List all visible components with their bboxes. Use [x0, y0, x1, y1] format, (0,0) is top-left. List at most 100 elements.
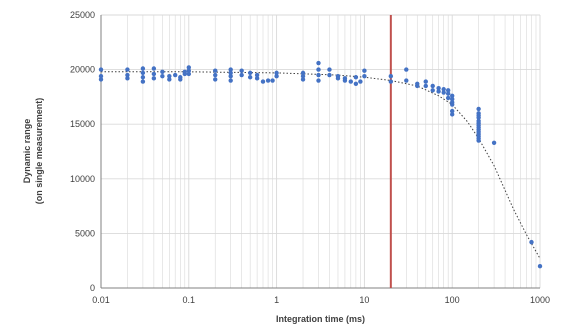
data-point: [167, 77, 172, 82]
data-point: [450, 96, 455, 102]
data-point: [228, 73, 233, 79]
data-point: [213, 68, 218, 73]
data-point: [239, 68, 244, 73]
trendline-path: [101, 71, 541, 259]
data-point: [151, 71, 157, 77]
data-point: [160, 69, 165, 74]
data-point: [537, 263, 543, 269]
data-point: [213, 77, 218, 82]
data-point: [239, 72, 244, 78]
data-point: [98, 67, 104, 72]
data-point: [274, 73, 279, 79]
data-point: [125, 76, 130, 81]
data-point: [450, 108, 455, 114]
data-point: [430, 88, 435, 93]
data-point: [436, 89, 441, 94]
data-point: [160, 73, 165, 79]
data-point: [476, 106, 481, 112]
data-point: [445, 88, 451, 93]
data-point: [228, 67, 233, 72]
x-tick-label: 0.01: [92, 295, 110, 305]
data-point: [254, 72, 260, 78]
data-point: [353, 75, 359, 80]
data-point: [300, 73, 306, 79]
data-point: [140, 79, 146, 84]
data-point: [140, 66, 146, 71]
data-point: [441, 87, 446, 92]
data-point: [450, 112, 455, 117]
data-point: [140, 75, 146, 80]
data-point: [441, 90, 446, 95]
data-points: [98, 60, 543, 269]
data-point: [300, 77, 306, 82]
data-point: [125, 72, 130, 78]
data-point: [151, 66, 157, 71]
data-point: [316, 60, 321, 66]
data-point: [270, 78, 275, 83]
data-point: [445, 95, 451, 101]
data-point: [316, 72, 321, 78]
data-point: [450, 93, 455, 99]
data-point: [348, 79, 353, 84]
data-point: [274, 70, 279, 76]
data-point: [316, 78, 321, 83]
data-point: [450, 102, 455, 107]
y-tick-label: 20000: [70, 65, 95, 75]
data-point: [178, 77, 183, 82]
data-point: [388, 79, 394, 84]
data-point: [404, 67, 409, 72]
axes: [100, 15, 540, 289]
data-point: [182, 71, 187, 77]
tick-labels: 0.01 0.1 1 10 100 100005000100001500020000250…: [70, 10, 550, 305]
x-tick-label: 0.1: [183, 295, 196, 305]
y-tick-label: 5000: [75, 228, 95, 238]
data-point: [445, 91, 451, 96]
x-tick-label: 10: [359, 295, 369, 305]
data-point: [404, 78, 409, 83]
x-tick-label: 1000: [530, 295, 550, 305]
data-point: [430, 83, 435, 89]
x-tick-label: 100: [445, 295, 460, 305]
data-point: [358, 79, 363, 84]
data-point: [491, 140, 497, 145]
data-point: [529, 239, 534, 245]
data-point: [476, 115, 481, 120]
data-point: [140, 70, 146, 76]
data-point: [167, 73, 172, 79]
data-point: [213, 72, 218, 78]
y-tick-label: 15000: [70, 119, 95, 129]
data-point: [342, 78, 348, 83]
trendline: [101, 71, 541, 259]
data-point: [98, 77, 104, 82]
data-point: [247, 70, 253, 76]
data-point: [172, 72, 178, 78]
data-point: [476, 138, 481, 143]
data-point: [125, 67, 130, 72]
data-point: [335, 76, 341, 81]
data-point: [151, 76, 157, 81]
x-tick-label: 1: [274, 295, 279, 305]
data-point: [353, 81, 359, 86]
data-point: [186, 71, 191, 77]
y-tick-label: 0: [90, 283, 95, 293]
data-point: [415, 83, 420, 89]
data-point: [247, 75, 253, 80]
data-point: [228, 70, 233, 76]
y-tick-label: 10000: [70, 174, 95, 184]
data-point: [436, 85, 441, 91]
y-axis-title-line-1: Dynamic range: [22, 119, 32, 184]
data-point: [228, 78, 233, 83]
y-tick-label: 25000: [70, 10, 95, 20]
data-point: [300, 70, 306, 76]
data-point: [362, 68, 367, 73]
data-point: [327, 72, 332, 78]
data-point: [98, 73, 104, 79]
data-point: [260, 79, 266, 84]
x-axis-title: Integration time (ms): [276, 314, 365, 324]
data-point: [316, 67, 321, 72]
data-point: [327, 67, 332, 72]
data-point: [423, 83, 428, 89]
data-point: [265, 78, 271, 83]
data-point: [186, 68, 191, 73]
